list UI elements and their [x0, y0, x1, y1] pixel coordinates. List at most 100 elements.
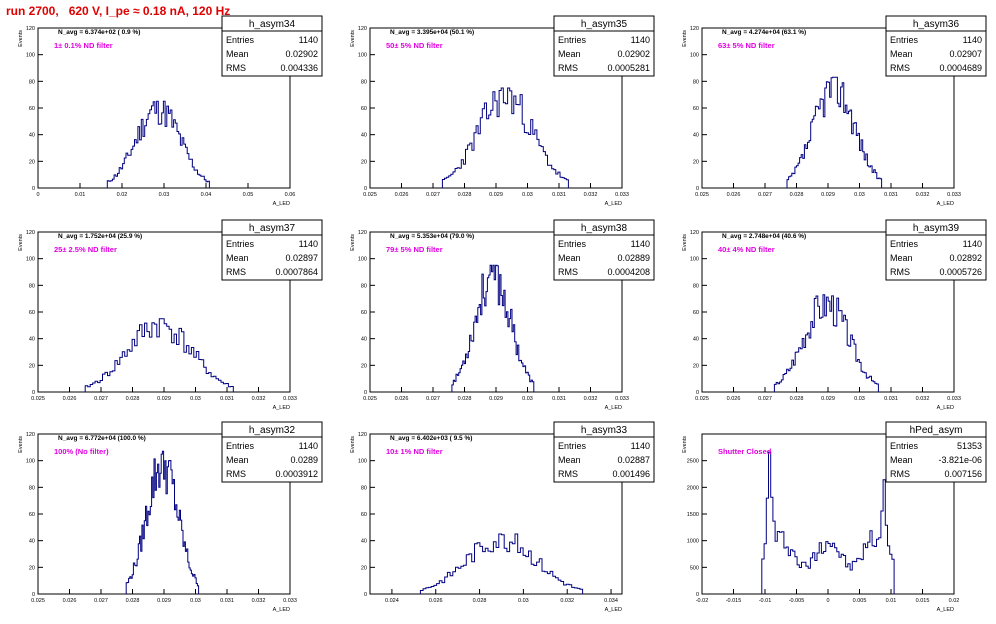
stats-value-mean: 0.02902: [285, 49, 318, 59]
x-tick-label: 0.028: [126, 598, 140, 604]
stats-value-mean: 0.02907: [949, 49, 982, 59]
histogram-line: [786, 76, 883, 188]
stats-value-rms: 0.007156: [944, 469, 982, 479]
stats-value-entries: 1140: [631, 35, 650, 45]
stats-label-rms: RMS: [226, 63, 246, 73]
y-tick-label: 120: [26, 432, 35, 438]
y-tick-label: 0: [364, 390, 367, 396]
x-tick-label: 0.025: [695, 192, 709, 198]
stats-box: [553, 219, 655, 281]
y-tick-label: 20: [361, 565, 367, 571]
y-tick-label: 60: [29, 310, 35, 316]
histogram-panel-h_asym34: 0 0.01 0.02 0.03 0.04 0.05 0.06 0 20 40 60 80 100 120…: [18, 15, 323, 207]
x-tick-label: 0.03: [522, 192, 533, 198]
x-tick-label: 0.033: [283, 396, 297, 402]
y-tick-label: 0: [696, 390, 699, 396]
stats-label-entries: Entries: [558, 35, 587, 45]
x-tick-label: 0.03: [518, 598, 529, 604]
histogram-name: h_asym33: [581, 425, 628, 436]
x-tick-label: 0.032: [252, 396, 266, 402]
filter-label: 25± 2.5% ND filter: [54, 245, 117, 254]
stats-value-rms: 0.0005281: [607, 63, 650, 73]
x-tick-label: 0.033: [615, 192, 629, 198]
y-tick-label: 100: [358, 459, 367, 465]
stats-label-entries: Entries: [890, 441, 919, 451]
stats-value-mean: 0.02897: [285, 253, 318, 263]
x-tick-label: 0.033: [283, 598, 297, 604]
stats-box: [553, 15, 655, 77]
histogram-line: [106, 100, 210, 188]
histogram-line: [84, 318, 234, 392]
y-tick-label: 20: [29, 159, 35, 165]
y-tick-label: 2000: [687, 485, 699, 491]
y-tick-label: 80: [693, 283, 699, 289]
x-tick-label: -0.01: [759, 598, 772, 604]
stats-value-rms: 0.0003912: [275, 469, 318, 479]
stats-value-entries: 1140: [299, 239, 318, 249]
x-tick-label: 0.03: [854, 396, 865, 402]
y-tick-label: 500: [690, 565, 699, 571]
x-tick-label: 0.025: [695, 396, 709, 402]
x-tick-label: 0.032: [916, 192, 930, 198]
y-tick-label: 0: [32, 186, 35, 192]
histogram-panel-hPed_asym: -0.02 -0.015 -0.01 -0.005 0 0.005 0.01 0.015 0.0…: [682, 421, 987, 613]
y-tick-label: 80: [361, 485, 367, 491]
x-tick-label: 0.03: [854, 192, 865, 198]
y-axis-label: Events: [350, 436, 356, 453]
filter-label: Shutter Closed: [718, 447, 772, 456]
x-tick-label: 0.028: [126, 396, 140, 402]
histogram-panel-h_asym37: 0.025 0.026 0.027 0.028 0.029 0.03 0.031 0.032 0…: [18, 219, 323, 411]
y-tick-label: 100: [690, 53, 699, 59]
y-tick-label: 60: [361, 512, 367, 518]
x-tick-label: 0.025: [363, 192, 377, 198]
stats-label-mean: Mean: [226, 455, 249, 465]
filter-label: 50± 5% ND filter: [386, 41, 443, 50]
x-tick-label: 0.026: [727, 192, 741, 198]
y-tick-label: 60: [29, 106, 35, 112]
histogram-panel-h_asym33: 0.024 0.026 0.028 0.03 0.032 0.034 0 20 40 60 80 10…: [350, 421, 655, 613]
filter-label: 79± 5% ND filter: [386, 245, 443, 254]
x-tick-label: 0.032: [584, 192, 598, 198]
y-tick-label: 20: [29, 363, 35, 369]
x-tick-label: 0.028: [473, 598, 487, 604]
stats-label-rms: RMS: [890, 63, 910, 73]
x-axis-label: A_LED: [273, 201, 290, 207]
stats-value-rms: 0.0004208: [607, 267, 650, 277]
histogram-panel-h_asym38: 0.025 0.026 0.027 0.028 0.029 0.03 0.031 0.032 0…: [350, 219, 655, 411]
x-axis-label: A_LED: [605, 405, 622, 411]
x-tick-label: -0.015: [726, 598, 742, 604]
y-tick-label: 40: [361, 539, 367, 545]
stats-value-mean: 0.02887: [617, 455, 650, 465]
stats-label-mean: Mean: [558, 49, 581, 59]
stats-label-mean: Mean: [890, 455, 913, 465]
y-tick-label: 40: [29, 539, 35, 545]
stats-label-rms: RMS: [890, 469, 910, 479]
y-tick-label: 100: [358, 53, 367, 59]
y-tick-label: 100: [26, 53, 35, 59]
x-tick-label: 0: [36, 192, 39, 198]
x-tick-label: 0.026: [727, 396, 741, 402]
stats-value-entries: 1140: [631, 239, 650, 249]
y-tick-label: 120: [358, 230, 367, 236]
navg-label: N_avg = 4.274e+04 (63.1 %): [722, 29, 806, 36]
filter-label: 63± 5% ND filter: [718, 41, 775, 50]
y-tick-label: 80: [29, 283, 35, 289]
stats-value-entries: 51353: [957, 441, 982, 451]
stats-label-rms: RMS: [226, 469, 246, 479]
stats-label-entries: Entries: [226, 35, 255, 45]
y-tick-label: 40: [29, 337, 35, 343]
stats-box: [221, 219, 323, 281]
y-tick-label: 80: [29, 79, 35, 85]
y-tick-label: 100: [26, 459, 35, 465]
histogram-name: h_asym39: [913, 223, 960, 234]
filter-label: 40± 4% ND filter: [718, 245, 775, 254]
x-tick-label: 0.027: [758, 396, 772, 402]
x-tick-label: -0.005: [789, 598, 805, 604]
stats-value-mean: 0.02889: [617, 253, 650, 263]
histogram-name: h_asym34: [249, 19, 296, 30]
x-tick-label: 0.029: [489, 396, 503, 402]
x-tick-label: 0.028: [458, 192, 472, 198]
stats-value-rms: 0.0004689: [939, 63, 982, 73]
x-tick-label: 0.026: [63, 396, 77, 402]
x-tick-label: 0.027: [426, 396, 440, 402]
